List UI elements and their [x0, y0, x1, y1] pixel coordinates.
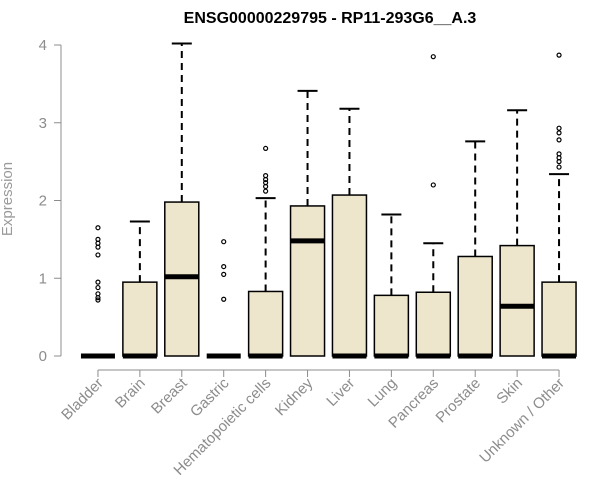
outlier-point	[430, 182, 436, 188]
outlier-point	[95, 284, 101, 291]
box-lung	[373, 213, 410, 359]
box-breast	[164, 42, 200, 357]
outlier-point	[556, 52, 562, 58]
box-body	[289, 205, 326, 357]
outlier-point	[263, 183, 269, 190]
x-tick-label-kidney: Kidney	[272, 374, 317, 419]
outlier-point	[95, 279, 101, 285]
box-body	[541, 281, 577, 357]
outlier-point	[556, 130, 562, 136]
outlier-point	[95, 297, 101, 303]
box-pancreas	[415, 54, 452, 359]
box-prostate	[457, 140, 493, 359]
y-axis: 0 1 2 3 4	[39, 37, 62, 365]
y-tick-label: 1	[39, 270, 47, 287]
box-unknown-other	[541, 52, 577, 359]
x-tick-label-bladder: Bladder	[58, 375, 107, 424]
box-hematopoietic-cells	[247, 145, 284, 359]
box-body	[331, 194, 368, 357]
box-brain	[122, 220, 158, 359]
chart-title: ENSG00000229795 - RP11-293G6__A.3	[184, 10, 477, 27]
box-bladder	[80, 225, 115, 359]
y-tick-label: 3	[39, 115, 47, 132]
outlier-point	[430, 54, 436, 60]
y-axis-label: Expression	[0, 162, 16, 236]
outlier-point	[95, 225, 101, 231]
y-tick-label: 2	[39, 193, 47, 210]
outlier-point	[221, 263, 227, 270]
outlier-point	[556, 125, 562, 131]
box-body	[247, 290, 284, 357]
outlier-point	[556, 159, 562, 165]
y-tick-label: 4	[39, 37, 47, 54]
outlier-point	[556, 137, 562, 143]
outlier-point	[556, 164, 562, 170]
y-tick-label: 0	[39, 348, 47, 365]
box-kidney	[289, 89, 326, 357]
box-body	[122, 281, 158, 357]
outlier-point	[221, 296, 227, 302]
outlier-point	[95, 244, 101, 250]
outlier-point	[221, 271, 227, 277]
box-gastric	[206, 239, 241, 359]
outlier-point	[221, 239, 227, 245]
x-tick-label-liver: Liver	[323, 375, 358, 410]
outlier-point	[95, 252, 101, 258]
outlier-point	[263, 176, 269, 183]
x-tick-label-brain: Brain	[112, 375, 149, 412]
box-body	[373, 294, 410, 357]
box-skin	[499, 109, 535, 357]
outlier-point	[263, 188, 269, 194]
x-tick-label-lung: Lung	[365, 375, 401, 411]
box-body	[457, 255, 493, 357]
outlier-point	[263, 145, 269, 152]
box-liver	[331, 107, 368, 359]
x-tick-label-breast: Breast	[148, 374, 191, 417]
box-body	[499, 244, 535, 357]
outlier-point	[95, 295, 101, 301]
x-tick-label-prostate: Prostate	[433, 375, 485, 427]
plot-area	[80, 42, 577, 359]
x-tick-label-skin: Skin	[493, 375, 526, 408]
box-body	[415, 291, 452, 357]
